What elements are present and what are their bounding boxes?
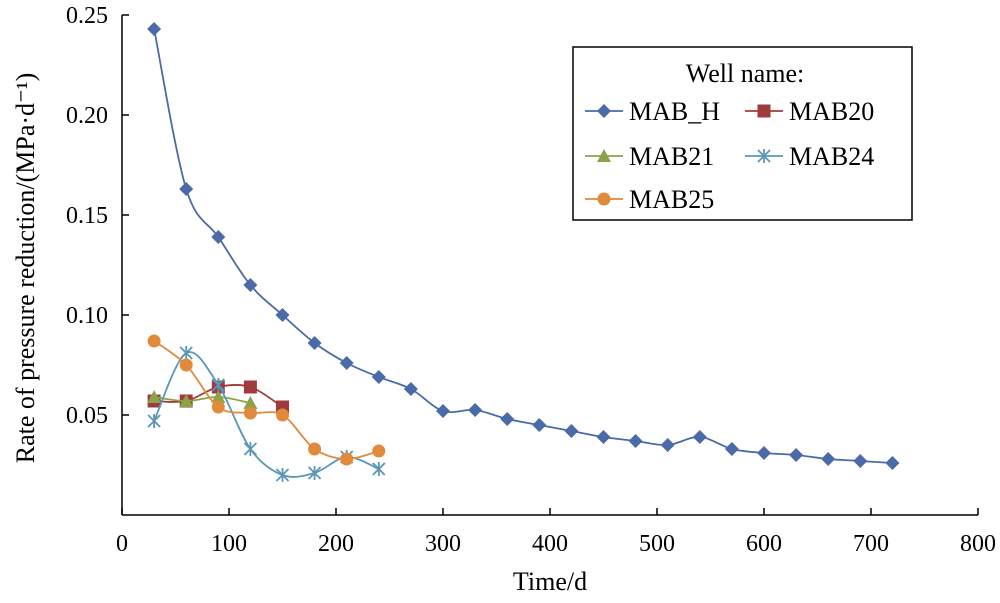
data-point-mab-h <box>724 442 739 456</box>
data-point-mab21 <box>179 394 194 407</box>
legend-label: MAB21 <box>629 142 714 171</box>
data-point-mab21 <box>243 396 258 409</box>
series-mab21 <box>147 390 258 409</box>
data-point-mab-h <box>596 430 611 444</box>
legend-title: Well name: <box>686 59 804 88</box>
data-point-mab-h <box>692 430 707 444</box>
y-tick-label: 0.10 <box>66 303 108 329</box>
x-tick-label: 600 <box>746 531 782 557</box>
data-point-mab25 <box>340 452 354 466</box>
x-tick-label: 800 <box>960 531 996 557</box>
x-tick-label: 700 <box>853 531 889 557</box>
series-mab25 <box>147 334 386 466</box>
data-point-mab-h <box>660 438 675 452</box>
series-mab-h <box>147 22 900 470</box>
legend-item-mab-h: MAB_H <box>585 97 720 126</box>
data-point-mab-h <box>821 452 836 466</box>
data-point-mab25 <box>276 408 289 422</box>
legend-label: MAB_H <box>629 97 720 126</box>
x-tick-label: 0 <box>116 531 128 557</box>
legend-box <box>572 46 913 221</box>
legend-marker <box>597 104 611 118</box>
legend-item-mab20: MAB20 <box>745 97 874 126</box>
data-point-mab-h <box>468 403 483 417</box>
x-ticks: 0 100 200 300 400 500 600 700 800 <box>116 508 996 557</box>
data-point-mab-h <box>147 22 162 36</box>
legend-item-mab24: MAB24 <box>745 142 874 171</box>
data-point-mab25 <box>147 334 161 348</box>
data-point-mab25 <box>243 406 257 420</box>
y-tick-label: 0.05 <box>66 403 108 429</box>
data-point-mab21 <box>211 390 226 403</box>
x-axis-title: Time/d <box>513 567 587 596</box>
data-point-mab-h <box>853 454 868 468</box>
legend-item-mab21: MAB21 <box>585 142 714 171</box>
data-point-mab-h <box>532 418 547 432</box>
data-point-mab24 <box>275 468 290 482</box>
data-point-mab-h <box>628 434 643 448</box>
data-point-mab-h <box>564 424 579 438</box>
y-axis-title: Rate of pressure reduction/(MPa·d⁻¹) <box>11 73 40 463</box>
legend-marker <box>757 149 771 163</box>
data-point-mab-h <box>307 336 322 350</box>
x-tick-label: 400 <box>532 531 568 557</box>
data-point-mab24 <box>307 466 322 480</box>
legend-item-mab25: MAB25 <box>585 185 714 214</box>
data-point-mab-h <box>789 448 804 462</box>
data-point-mab-h <box>403 382 418 396</box>
y-tick-label: 0.15 <box>66 203 108 229</box>
x-tick-label: 200 <box>318 531 354 557</box>
x-tick-label: 100 <box>211 531 247 557</box>
legend: Well name: MAB_H MAB20 MAB21 MAB24 MAB25 <box>572 46 913 221</box>
plot-area <box>147 22 900 482</box>
data-point-mab21 <box>147 390 162 403</box>
data-point-mab24 <box>372 462 386 476</box>
x-tick-label: 300 <box>425 531 461 557</box>
data-point-mab-h <box>757 446 771 460</box>
data-point-mab-h <box>339 356 354 370</box>
data-point-mab20 <box>243 380 257 394</box>
legend-label: MAB25 <box>629 185 714 214</box>
data-point-mab-h <box>275 308 290 322</box>
legend-label: MAB20 <box>789 97 874 126</box>
y-tick-label: 0.20 <box>66 103 108 129</box>
data-point-mab-h <box>211 230 226 244</box>
legend-label: MAB24 <box>789 142 874 171</box>
y-ticks: 0.05 0.10 0.15 0.20 0.25 <box>66 3 129 429</box>
data-point-mab-h <box>885 456 900 470</box>
legend-marker <box>597 192 611 206</box>
data-point-mab25 <box>211 400 225 414</box>
data-point-mab24 <box>147 414 161 428</box>
x-tick-label: 500 <box>639 531 675 557</box>
data-point-mab-h <box>243 278 258 292</box>
data-point-mab24 <box>211 378 225 392</box>
data-point-mab-h <box>500 412 515 426</box>
data-point-mab24 <box>243 442 258 456</box>
data-point-mab25 <box>372 444 386 458</box>
legend-marker <box>597 149 611 162</box>
series-line-mab21 <box>153 396 251 404</box>
data-point-mab24 <box>179 346 193 360</box>
data-point-mab-h <box>371 370 386 384</box>
y-tick-label: 0.25 <box>66 3 108 29</box>
data-point-mab-h <box>436 404 450 418</box>
data-point-mab-h <box>179 182 194 196</box>
data-point-mab25 <box>179 358 193 372</box>
data-point-mab25 <box>308 442 322 456</box>
legend-marker <box>757 104 771 118</box>
